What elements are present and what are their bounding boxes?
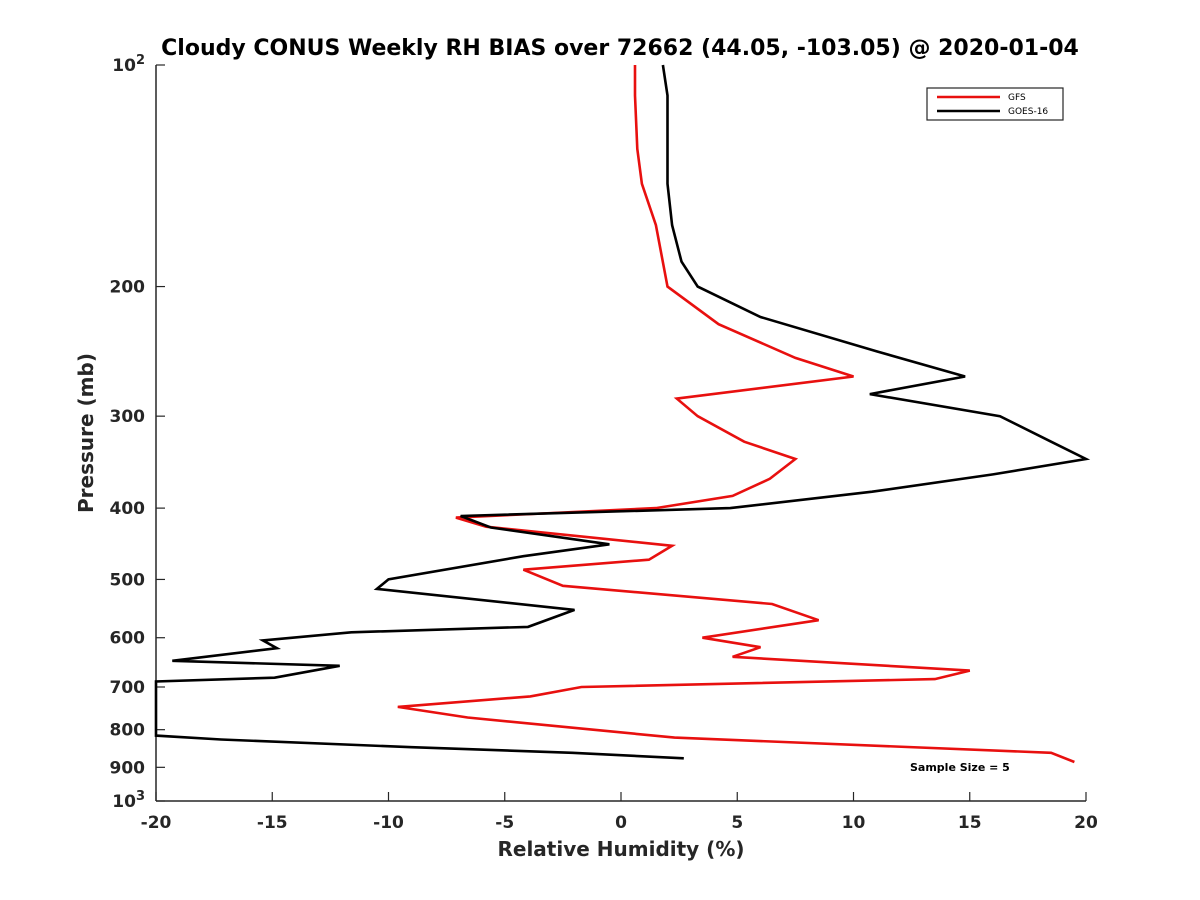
ticks-layer: -20 -15 -10 -5 0 5 10 15 20 102 200 300 400 500 600 700… xyxy=(110,53,1098,833)
x-tick-label: -20 xyxy=(141,813,172,833)
x-tick-label: 15 xyxy=(958,813,982,833)
chart-title: Cloudy CONUS Weekly RH BIAS over 72662 (… xyxy=(161,36,1079,61)
x-tick-label: 5 xyxy=(731,813,743,833)
y-tick-label: 900 xyxy=(110,758,146,778)
x-axis-label: Relative Humidity (%) xyxy=(497,837,744,861)
x-tick-label: 0 xyxy=(615,813,627,833)
y-tick-label: 300 xyxy=(110,407,146,427)
series-layer xyxy=(154,64,1091,764)
legend: GFS GOES-16 xyxy=(926,87,1064,121)
x-tick-label: -5 xyxy=(495,813,514,833)
sample-size-annotation: Sample Size = 5 xyxy=(910,761,1010,774)
y-tick-label: 200 xyxy=(110,278,146,298)
legend-label-goes16: GOES-16 xyxy=(1008,107,1048,117)
legend-box xyxy=(926,87,1064,121)
x-tick-label: 20 xyxy=(1074,813,1098,833)
y-tick-label: 600 xyxy=(110,629,146,649)
x-tick-label: -10 xyxy=(373,813,404,833)
y-tick-label: 800 xyxy=(110,721,146,741)
x-tick-label: -15 xyxy=(257,813,288,833)
series-line-goes16 xyxy=(154,64,1091,760)
y-tick-label: 500 xyxy=(110,570,146,590)
series-line-gfs xyxy=(397,65,1075,764)
x-tick-label: 10 xyxy=(842,813,866,833)
y-tick-label: 103 xyxy=(112,789,145,812)
legend-label-gfs: GFS xyxy=(1008,93,1026,103)
y-axis-label: Pressure (mb) xyxy=(74,353,98,513)
y-tick-label: 102 xyxy=(112,53,145,76)
y-tick-label: 400 xyxy=(110,499,146,519)
y-tick-label: 700 xyxy=(110,678,146,698)
